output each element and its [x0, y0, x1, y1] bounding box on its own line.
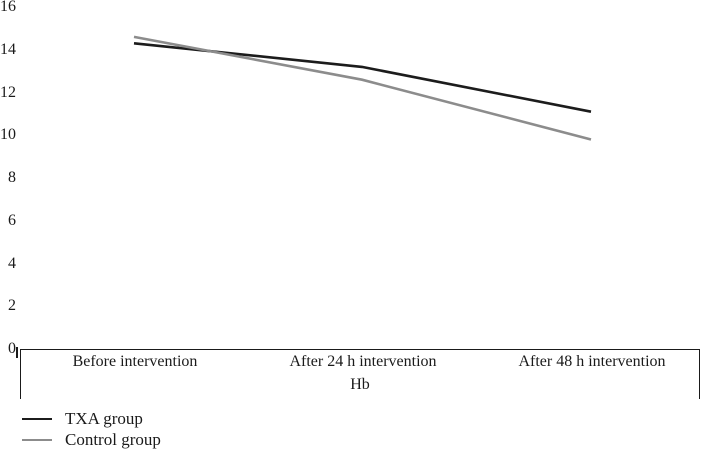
y-tick-label: 4 — [8, 254, 16, 272]
legend-line-swatch — [22, 438, 52, 441]
data-line-txa-group — [133, 42, 592, 113]
legend-label: Control group — [65, 430, 161, 449]
y-tick-label: 6 — [8, 211, 16, 229]
x-category-label-before-intervention: Before intervention — [72, 353, 198, 370]
y-tick-label: 0 — [8, 340, 16, 357]
x-axis-label-box: Before intervention After 24 h interventi… — [20, 349, 700, 399]
y-tick-label: 10 — [0, 126, 16, 144]
x-category-label-after-48-h-intervention: After 48 h intervention — [518, 353, 666, 370]
data-line-control-group — [133, 35, 592, 141]
y-tick-label: 2 — [8, 297, 16, 315]
legend-label: TXA group — [65, 409, 143, 428]
x-axis-title: Hb — [350, 376, 370, 393]
y-tick-label: 12 — [0, 83, 16, 101]
y-tick-label: 16 — [0, 0, 16, 15]
y-axis-origin-tick — [16, 347, 18, 358]
legend-line-swatch — [22, 417, 52, 420]
legend-item-txa-group: TXA group — [22, 408, 161, 429]
x-category-label-after-24-h-intervention: After 24 h intervention — [289, 353, 437, 370]
y-tick-label: 14 — [0, 40, 16, 58]
y-tick-label: 8 — [8, 169, 16, 186]
legend: TXA group Control group — [22, 408, 161, 450]
legend-item-control-group: Control group — [22, 429, 161, 450]
